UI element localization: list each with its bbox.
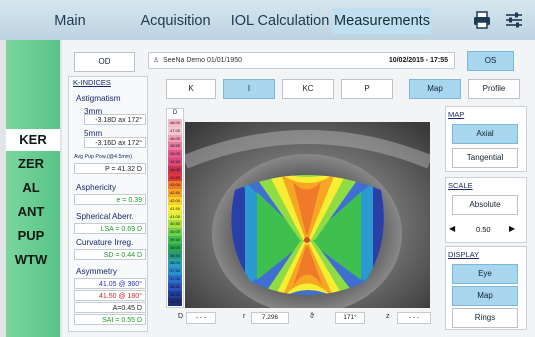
- scale-step: 43.00: [168, 181, 182, 190]
- type-kc-button[interactable]: KC: [282, 79, 334, 99]
- eye-image: [185, 122, 430, 308]
- tab-iol-calculation[interactable]: IOL Calculation: [230, 13, 330, 29]
- printer-icon[interactable]: [471, 9, 493, 31]
- nav-pup[interactable]: PUP: [17, 228, 45, 243]
- theta-value: 171°: [335, 312, 365, 324]
- patient-info-bar: ♙ SeeNa Demo 01/01/1950 10/02/2015 - 17:…: [148, 52, 455, 69]
- scale-step: 45.00: [168, 150, 182, 158]
- type-i-button[interactable]: I: [223, 79, 275, 99]
- scale-title: D: [172, 110, 178, 116]
- astig-5mm-label: 5mm: [84, 129, 103, 138]
- nav-zer[interactable]: ZER: [18, 156, 44, 171]
- display-eye-button[interactable]: Eye: [452, 264, 518, 284]
- astig-3mm-value: -3.18D ax 172°: [84, 114, 146, 125]
- eye-od-button[interactable]: OD: [74, 52, 135, 72]
- sliders-icon[interactable]: [503, 9, 525, 31]
- scale-step: 45.50: [168, 142, 182, 151]
- asphericity-value: e = 0.39: [74, 194, 146, 205]
- type-p-button[interactable]: P: [341, 79, 393, 99]
- color-scale: D 48.00 47.00 46.00 45.50 45.00 44.50 44.00 43.…: [166, 108, 184, 308]
- exam-datetime: 10/02/2015 - 17:55: [388, 57, 448, 64]
- tab-measurements[interactable]: Measurements: [333, 8, 431, 34]
- nav-al[interactable]: AL: [22, 180, 40, 195]
- view-profile-button[interactable]: Profile: [468, 79, 520, 99]
- tab-acquisition[interactable]: Acquisition: [140, 13, 211, 29]
- user-icon: ♙: [153, 57, 160, 64]
- axial-button[interactable]: Axial: [452, 124, 518, 144]
- curvature-irregularity-label: Curvature Irreg.: [76, 238, 134, 247]
- asymmetry-value-1: 41.05 @ 360°: [74, 278, 146, 289]
- eye-os-button[interactable]: OS: [467, 51, 514, 71]
- spherical-aberration-value: LSA = 0.69 D: [74, 223, 146, 234]
- asymmetry-value-2: 41.50 @ 180°: [74, 290, 146, 301]
- d-value: - - -: [186, 312, 216, 324]
- asymmetry-label: Asymmetry: [76, 267, 117, 276]
- scale-step: 46.00: [168, 134, 182, 143]
- avg-pupil-power-label: Avg Pup Pow.(@4.5mm): [74, 154, 132, 160]
- scale-step: 44.00: [168, 165, 182, 174]
- scale-step: 40.00: [168, 228, 182, 236]
- curvature-irregularity-value: SD = 0.44 D: [74, 249, 146, 260]
- scale-step: 47.00: [168, 126, 182, 135]
- scale-increase-icon[interactable]: ▶: [509, 224, 516, 233]
- scale-step: 41.00: [168, 212, 182, 221]
- scale-step: 39.50: [168, 235, 182, 244]
- scale-step: 48.00: [168, 119, 182, 127]
- avg-pupil-power-value: P = 41.32 D: [74, 163, 146, 174]
- astigmatism-label: Astigmatism: [76, 94, 121, 103]
- scale-step: 41.50: [168, 204, 182, 213]
- display-map-button[interactable]: Map: [452, 286, 518, 306]
- scale-step: 39.00: [168, 243, 182, 252]
- astig-5mm-value: -3.16D ax 172°: [84, 137, 146, 148]
- scale-step: 40.50: [168, 220, 182, 229]
- r-value: 7.296: [251, 312, 289, 324]
- display-rings-button[interactable]: Rings: [452, 308, 518, 328]
- astig-3mm-label: 3mm: [84, 107, 103, 116]
- corneal-topography-map[interactable]: [185, 122, 430, 308]
- scale-step: 38.00: [168, 259, 182, 268]
- z-value: - - -: [397, 312, 431, 324]
- tab-main[interactable]: Main: [54, 13, 86, 29]
- k-indices-title: K-INDICES: [73, 78, 111, 87]
- asymmetry-value-4: SAI = 0.55 D: [74, 314, 146, 325]
- map-section-title: MAP: [448, 110, 465, 119]
- scale-step: 37.50: [168, 267, 182, 275]
- scale-step: 44.50: [168, 157, 182, 166]
- top-navigation-bar: Main Acquisition IOL Calculation Measure…: [0, 0, 535, 40]
- tangential-button[interactable]: Tangential: [452, 148, 518, 168]
- nav-ker[interactable]: KER: [6, 129, 60, 151]
- r-label: r: [243, 313, 246, 320]
- left-navigation: KER ZER AL ANT PUP WTW: [6, 40, 60, 337]
- type-k-button[interactable]: K: [166, 79, 216, 99]
- scale-step: 36.00: [168, 290, 182, 299]
- scale-step: 43.50: [168, 173, 182, 182]
- scale-step: 42.50: [168, 189, 182, 197]
- scale-step-value: 0.50: [476, 225, 491, 234]
- patient-name: SeeNa Demo 01/01/1950: [163, 57, 242, 64]
- scale-step: 38.50: [168, 251, 182, 260]
- z-label: z: [386, 313, 390, 320]
- scale-step: 36.50: [168, 282, 182, 291]
- scale-step: 42.00: [168, 196, 182, 205]
- d-label: D: [178, 313, 184, 320]
- absolute-button[interactable]: Absolute: [452, 195, 518, 215]
- asphericity-label: Asphericity: [76, 183, 117, 192]
- nav-ant[interactable]: ANT: [17, 204, 45, 219]
- scale-step: 35.00: [168, 298, 182, 307]
- theta-label: ϑ: [310, 313, 314, 320]
- view-map-button[interactable]: Map: [409, 79, 461, 99]
- scale-section-title: SCALE: [448, 181, 473, 190]
- scale-step: 37.00: [168, 274, 182, 283]
- spherical-aberration-label: Spherical Aberr.: [76, 212, 134, 221]
- scale-decrease-icon[interactable]: ◀: [449, 224, 456, 233]
- display-section-title: DISPLAY: [448, 250, 480, 259]
- nav-wtw[interactable]: WTW: [14, 252, 48, 267]
- asymmetry-value-3: A=0.45 D: [74, 302, 146, 313]
